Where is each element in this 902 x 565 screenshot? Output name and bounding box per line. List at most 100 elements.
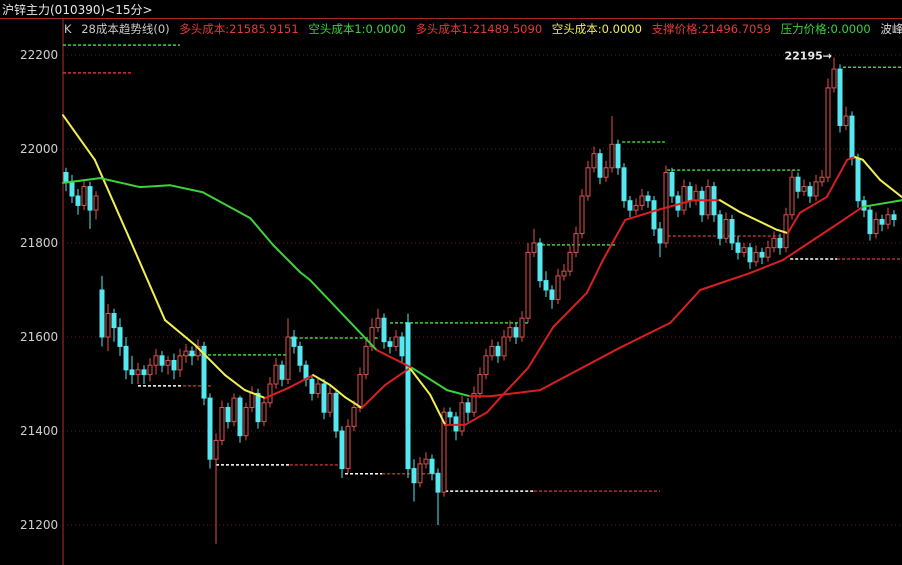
candle-down xyxy=(411,468,417,484)
candle-up xyxy=(873,219,879,235)
candle-up xyxy=(633,204,639,211)
candle-down xyxy=(669,172,675,197)
candle-up xyxy=(567,251,573,272)
cost-trend-line-fast xyxy=(624,209,658,221)
cost-trend-line-slow xyxy=(446,389,471,398)
candle-down xyxy=(729,219,735,244)
candle-up xyxy=(609,143,615,169)
candle-up xyxy=(441,411,447,493)
legend-indicator-name[interactable]: 28成本趋势线(0) xyxy=(81,22,170,36)
candle-up xyxy=(885,214,891,225)
cost-trend-line-fast xyxy=(585,258,604,294)
cost-trend-line-fast xyxy=(776,228,789,235)
cost-trend-line-fast xyxy=(360,383,387,409)
candle-up xyxy=(327,392,333,413)
candle-up xyxy=(165,360,171,366)
candle-up xyxy=(801,186,807,192)
legend-support-price: 支撑价格:21496.7059 xyxy=(651,22,771,36)
candle-up xyxy=(561,270,567,277)
candle-down xyxy=(879,219,885,225)
cost-trend-line-fast xyxy=(846,155,856,161)
y-tick-label: 21200 xyxy=(20,518,58,532)
candle-up xyxy=(831,68,837,89)
candle-up xyxy=(765,247,771,258)
candle-down xyxy=(495,345,501,357)
candle-up xyxy=(177,355,183,371)
cost-trend-line-fast xyxy=(312,374,331,386)
candle-down xyxy=(75,195,81,206)
cost-trend-line-fast xyxy=(879,179,902,198)
candle-down xyxy=(615,143,621,169)
candle-up xyxy=(477,374,483,394)
y-tick-label: 22000 xyxy=(20,142,58,156)
candle-up xyxy=(213,439,219,460)
high-price-annotation: 22195→ xyxy=(785,49,833,62)
candle-down xyxy=(465,402,471,413)
cost-trend-line-fast xyxy=(854,155,864,161)
candle-down xyxy=(333,392,339,432)
candle-up xyxy=(555,275,561,300)
candle-down xyxy=(69,181,75,197)
candle-up xyxy=(585,167,591,197)
candle-down xyxy=(189,350,195,357)
candle-up xyxy=(267,383,273,404)
cost-trend-line-slow xyxy=(699,272,751,291)
candle-down xyxy=(627,200,633,211)
candle-down xyxy=(717,214,723,239)
candle-up xyxy=(789,176,795,216)
candle-down xyxy=(321,383,327,413)
candle-up xyxy=(273,364,279,385)
candle-down xyxy=(435,472,441,493)
candle-down xyxy=(255,392,261,423)
candle-up xyxy=(393,336,399,347)
cost-trend-line-fast xyxy=(552,291,588,329)
candle-down xyxy=(645,195,651,202)
candle-down xyxy=(99,289,105,338)
cost-trend-line-slow xyxy=(201,191,252,220)
candle-up xyxy=(519,317,525,338)
candle-up xyxy=(153,355,159,366)
candle-down xyxy=(807,186,813,197)
candle-down xyxy=(309,378,315,394)
candle-down xyxy=(651,200,657,230)
cost-trend-line-fast xyxy=(384,367,411,386)
candle-down xyxy=(111,313,117,329)
candle-up xyxy=(135,369,141,376)
candle-up xyxy=(375,317,381,329)
candle-down xyxy=(543,280,549,291)
candle-up xyxy=(819,176,825,183)
candle-down xyxy=(405,322,411,470)
cost-trend-line-slow xyxy=(489,389,541,398)
candle-down xyxy=(849,115,855,159)
candle-down xyxy=(339,430,345,470)
y-tick-label: 21800 xyxy=(20,236,58,250)
candle-down xyxy=(381,317,387,343)
candle-down xyxy=(687,186,693,202)
cost-trend-line-fast xyxy=(224,374,246,392)
cost-trend-line-fast xyxy=(602,218,627,261)
candle-down xyxy=(225,407,231,423)
candle-up xyxy=(345,425,351,470)
cost-trend-line-slow xyxy=(138,184,171,189)
candle-down xyxy=(795,176,801,192)
candle-up xyxy=(357,374,363,409)
candle-up xyxy=(843,115,849,126)
candle-up xyxy=(681,186,687,211)
legend-pressure-price: 压力价格:0.0000 xyxy=(780,22,871,36)
candle-down xyxy=(279,364,285,380)
candle-up xyxy=(459,402,465,432)
cost-trend-line-fast xyxy=(738,210,778,231)
cost-trend-line-fast xyxy=(429,393,447,426)
candle-up xyxy=(417,463,423,484)
cost-trend-line-fast xyxy=(344,396,363,409)
cost-trend-line-fast xyxy=(288,374,315,389)
cost-trend-line-fast xyxy=(329,383,346,399)
candle-up xyxy=(531,242,537,253)
y-tick-label: 22200 xyxy=(20,48,58,62)
cost-trend-line-slow xyxy=(831,205,864,229)
candle-down xyxy=(621,167,627,202)
candle-up xyxy=(231,397,237,423)
candle-down xyxy=(855,157,861,202)
candle-down xyxy=(63,172,69,183)
